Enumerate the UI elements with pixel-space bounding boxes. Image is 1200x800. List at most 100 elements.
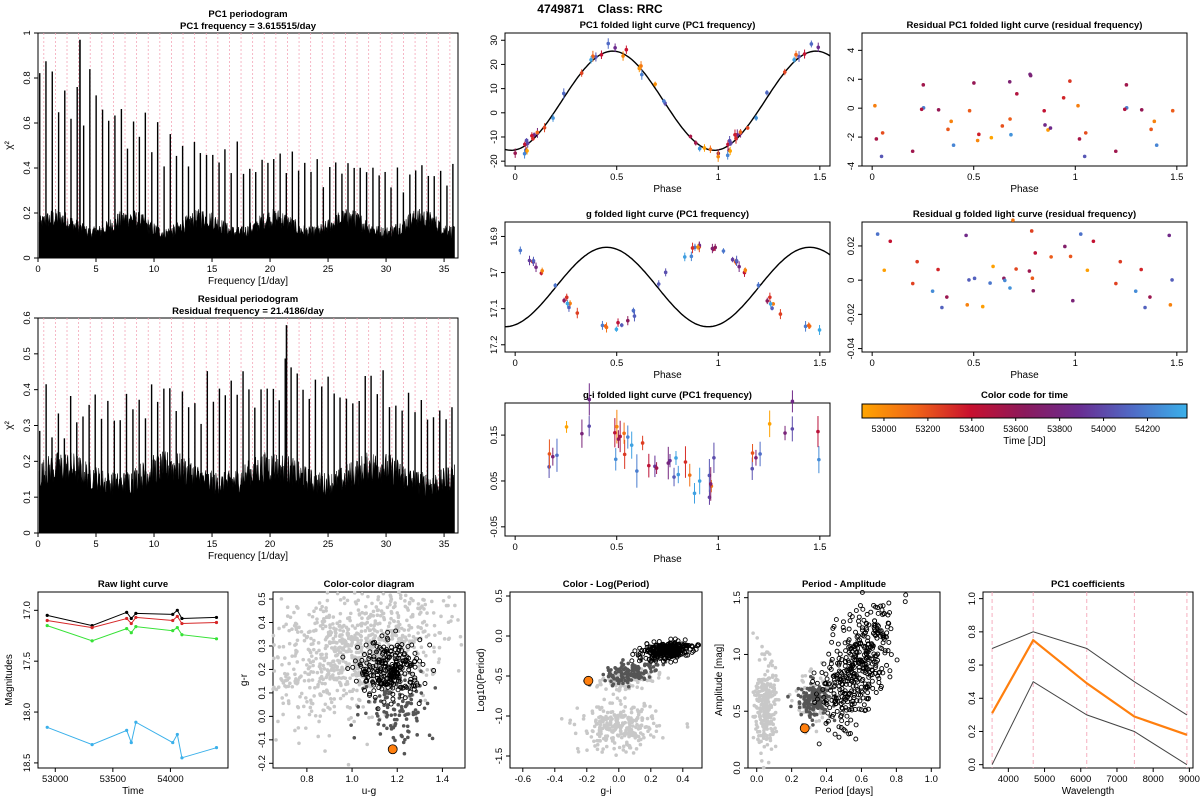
data-point [783, 431, 787, 435]
scatter-point [857, 698, 863, 704]
data-point [1008, 286, 1012, 290]
data-point [794, 52, 798, 57]
y-tick-label: 30 [489, 35, 500, 46]
scatter-point [367, 649, 373, 655]
scatter-point [404, 654, 410, 660]
data-point [531, 136, 535, 141]
scatter-point [754, 719, 758, 724]
scatter-point [293, 728, 297, 733]
scatter-point [619, 673, 624, 678]
scatter-point [417, 664, 421, 668]
scatter-point [859, 688, 865, 694]
raw-series-point [134, 624, 138, 629]
scatter-point [575, 746, 580, 751]
scatter-point [388, 723, 393, 728]
data-point [790, 399, 795, 404]
scatter-point [350, 636, 355, 640]
scatter-point [361, 705, 365, 709]
scatter-point [319, 656, 323, 660]
scatter-point [828, 666, 834, 672]
scatter-point [297, 741, 301, 746]
scatter-point [870, 685, 876, 691]
scatter-point [319, 674, 324, 679]
scatter-point [799, 712, 804, 717]
scatter-point [755, 636, 759, 640]
plot-frame [982, 591, 1194, 769]
x-tick-label: -0.4 [547, 774, 563, 785]
y-tick-label: 20 [489, 59, 500, 70]
scatter-point [821, 706, 825, 711]
scatter-point [335, 591, 340, 596]
scatter-point [327, 640, 332, 644]
y-tick-label: 17.2 [489, 336, 500, 355]
raw-series-point [180, 616, 184, 621]
y-tick-label: 16.9 [489, 227, 500, 246]
scatter-point [878, 686, 884, 691]
scatter-point [326, 672, 331, 676]
data-point [965, 303, 970, 307]
scatter-point [612, 724, 617, 728]
scatter-point [349, 643, 354, 648]
data-point [542, 125, 547, 130]
scatter-point [304, 726, 308, 730]
scatter-point [365, 626, 370, 630]
scatter-point [396, 655, 402, 661]
scatter-point [296, 630, 300, 634]
data-point [988, 281, 992, 285]
scatter-point [660, 651, 666, 657]
scatter-point [328, 697, 333, 701]
scatter-point [426, 633, 431, 637]
scatter-point [855, 633, 861, 639]
y-tick-label: -1.0 [494, 708, 505, 724]
y-tick-label: 18.0 [22, 703, 33, 722]
data-point [1061, 96, 1066, 100]
scatter-point [646, 644, 652, 650]
data-point [874, 137, 879, 141]
scatter-point [412, 640, 416, 644]
data-point [615, 424, 619, 429]
scatter-point [276, 719, 280, 724]
scatter-point [371, 682, 377, 688]
scatter-point [340, 633, 344, 637]
scatter-point [862, 645, 868, 651]
data-point [531, 258, 536, 263]
x-axis-label: u-g [362, 786, 376, 797]
scatter-point [765, 669, 770, 673]
data-point [910, 281, 915, 286]
scatter-point [425, 701, 430, 706]
scatter-point [367, 692, 372, 698]
scatter-point [347, 717, 351, 722]
scatter-point [352, 591, 357, 595]
scatter-point [389, 616, 393, 621]
scatter-point [876, 670, 882, 676]
scatter-point [424, 673, 429, 677]
scatter-point [851, 670, 857, 676]
scatter-point [315, 617, 319, 621]
x-axis-label: Time [JD] [1003, 436, 1046, 447]
scatter-point [336, 646, 341, 650]
scatter-point [831, 624, 837, 629]
scatter-point [864, 611, 870, 617]
scatter-point [820, 715, 825, 720]
data-point [613, 457, 618, 462]
scatter-point [685, 725, 690, 729]
y-axis-label: χ² [4, 421, 15, 430]
y-tick-label: 17.5 [22, 652, 33, 671]
scatter-point [279, 677, 283, 681]
data-point [817, 457, 821, 462]
scatter-point [414, 716, 419, 721]
scatter-point [650, 716, 655, 721]
y-tick-label: 0 [846, 106, 857, 111]
scatter-point [427, 642, 433, 648]
scatter-point [370, 668, 376, 674]
y-tick-label: 0 [489, 110, 500, 115]
y-tick-label: 0.5 [732, 705, 743, 718]
scatter-point [858, 659, 864, 665]
scatter-point [310, 701, 315, 706]
scatter-point [384, 715, 389, 719]
scatter-point [642, 676, 646, 680]
scatter-point [828, 661, 834, 667]
scatter-point [355, 673, 359, 678]
scatter-point [296, 715, 301, 719]
